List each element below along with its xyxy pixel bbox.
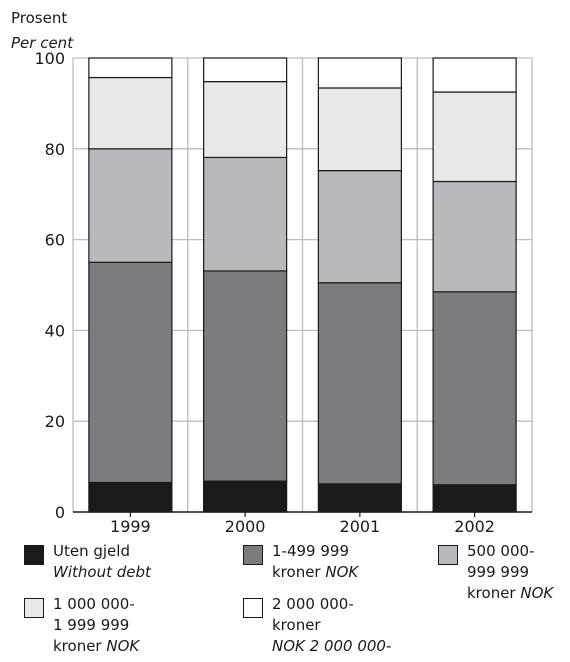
x-tick-label: 2000 (225, 517, 266, 536)
legend-label: 999 999 (467, 563, 530, 581)
y-tick-label: 100 (34, 49, 65, 68)
bar-segment (317, 87, 402, 172)
legend-label: 500 000- (467, 542, 535, 560)
legend-label-en: NOK (325, 563, 359, 581)
legend-label-en: NOK (106, 637, 140, 655)
bar-segment (203, 270, 288, 482)
x-tick-label: 2001 (340, 517, 381, 536)
y-tick-label: 40 (45, 321, 65, 340)
legend-swatch (24, 545, 44, 565)
bar-segment (88, 261, 173, 484)
legend-label-en: NOK (520, 584, 554, 602)
legend-label: kroner (272, 616, 321, 634)
legend-label: 1-499 999 (272, 542, 349, 560)
legend-label: kroner (272, 563, 321, 581)
y-axis-label-english: Per cent (11, 34, 74, 52)
y-tick-label: 0 (55, 503, 65, 522)
legend-label: 1 000 000- (53, 595, 135, 613)
legend-item-2000000-plus: 2 000 000- kroner NOK 2 000 000- (243, 594, 391, 657)
legend-label-en: Without debt (53, 563, 151, 581)
bar-segment (317, 282, 402, 485)
bar-segment (317, 57, 402, 89)
bar-segment (317, 483, 402, 513)
bar-segment (203, 156, 288, 272)
legend-item-without-debt: Uten gjeld Without debt (24, 541, 151, 583)
y-axis-label-norwegian: Prosent (11, 9, 68, 27)
legend-swatch (243, 598, 263, 618)
bar-segment (88, 57, 173, 79)
x-tick-label: 2002 (454, 517, 495, 536)
legend-swatch (243, 545, 263, 565)
bar-segment (432, 57, 517, 93)
legend-item-500000-999999: 500 000- 999 999 kroner NOK (438, 541, 553, 604)
bar-segment (203, 57, 288, 83)
x-tick-label: 1999 (110, 517, 151, 536)
legend-label: kroner (53, 637, 102, 655)
legend-label: 2 000 000- (272, 595, 354, 613)
y-tick-label: 60 (45, 231, 65, 250)
bar-segment (432, 180, 517, 293)
bar-segment (432, 91, 517, 183)
bar-segment (88, 76, 173, 150)
bar-segment (432, 484, 517, 513)
legend-swatch (24, 598, 44, 618)
y-tick-label: 80 (45, 140, 65, 159)
legend-item-1-499999: 1-499 999 kroner NOK (243, 541, 358, 583)
legend-item-1000000-1999999: 1 000 000- 1 999 999 kroner NOK (24, 594, 139, 657)
bar-segment (203, 81, 288, 159)
bar-segment (317, 169, 402, 284)
legend-label: kroner (467, 584, 516, 602)
bar-segment (88, 148, 173, 263)
legend-label-en: NOK 2 000 000- (272, 637, 392, 655)
legend-label: Uten gjeld (53, 542, 130, 560)
legend-swatch (438, 545, 458, 565)
y-tick-label: 20 (45, 412, 65, 431)
bar-segment (432, 291, 517, 486)
legend-label: 1 999 999 (53, 616, 130, 634)
